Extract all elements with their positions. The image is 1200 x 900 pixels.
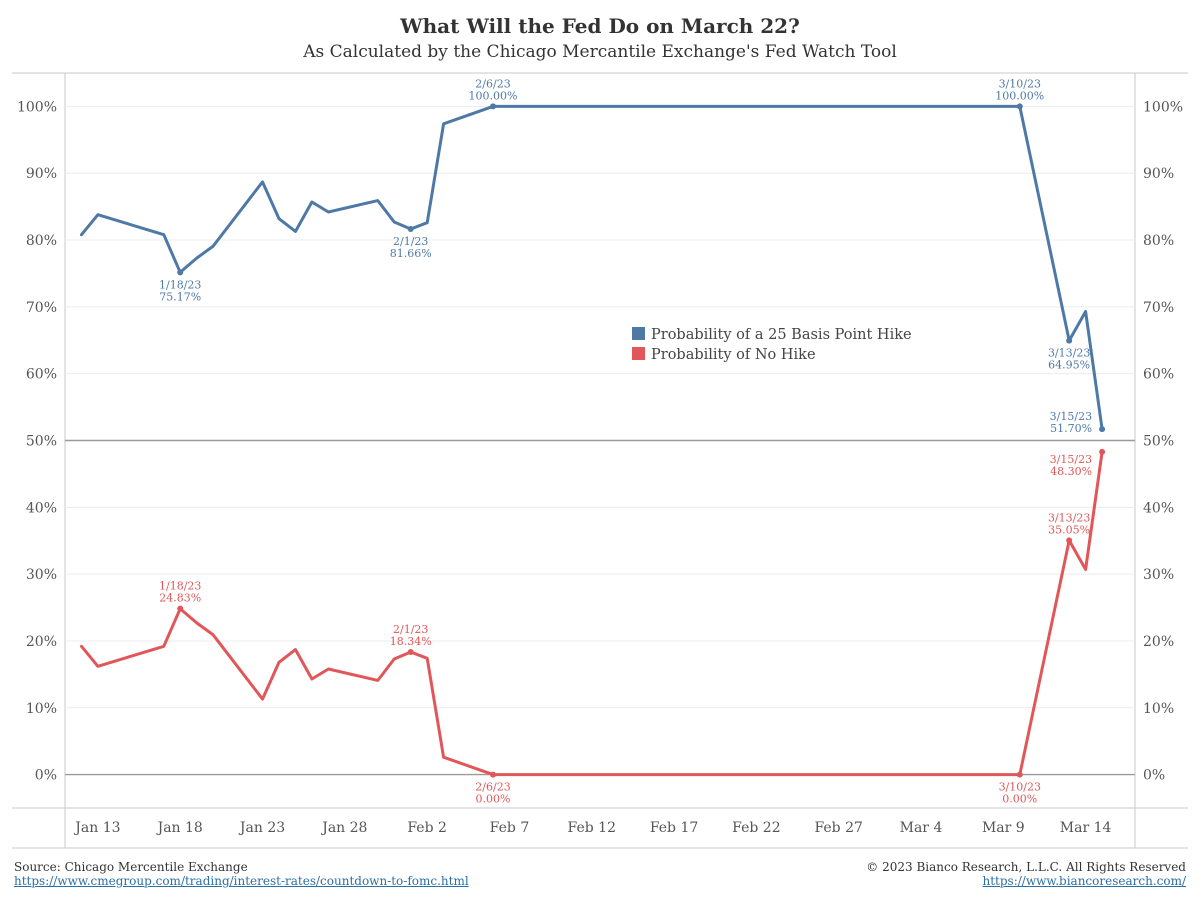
data-label-date: 1/18/23 — [159, 580, 201, 593]
chart-title: What Will the Fed Do on March 22? — [400, 14, 800, 38]
y-tick-label-right: 80% — [1143, 233, 1174, 249]
x-tick-label: Feb 17 — [650, 820, 698, 836]
data-label-value: 35.05% — [1048, 523, 1090, 536]
site-link[interactable]: https://www.biancoresearch.com/ — [982, 874, 1186, 888]
y-tick-label-right: 50% — [1143, 434, 1174, 450]
x-tick-label: Feb 22 — [732, 820, 780, 836]
data-label-date: 3/13/23 — [1048, 511, 1090, 524]
data-label-value: 51.70% — [1050, 422, 1092, 435]
copyright-text: © 2023 Bianco Research, L.L.C. All Right… — [866, 860, 1186, 874]
y-tick-label-left: 80% — [26, 233, 57, 249]
data-label-value: 18.34% — [390, 635, 432, 648]
data-label-date: 2/6/23 — [475, 781, 510, 794]
data-point-marker — [1099, 426, 1106, 433]
data-point-marker — [490, 103, 496, 110]
source-text: Source: Chicago Mercentile Exchange — [14, 860, 248, 874]
data-point-marker — [177, 605, 184, 612]
y-tick-label-left: 40% — [26, 500, 57, 516]
y-tick-label-left: 0% — [35, 768, 57, 784]
legend-label-1: Probability of No Hike — [651, 347, 816, 363]
x-tick-label: Feb 2 — [407, 820, 447, 836]
data-label-value: 0.00% — [476, 793, 511, 806]
data-label-date: 3/10/23 — [999, 781, 1041, 794]
legend-label-0: Probability of a 25 Basis Point Hike — [651, 327, 912, 343]
data-label-value: 100.00% — [469, 89, 518, 102]
x-tick-label: Feb 27 — [814, 820, 862, 836]
data-label-date: 1/18/23 — [159, 278, 201, 291]
data-point-marker — [407, 225, 414, 232]
y-tick-label-right: 0% — [1143, 768, 1165, 784]
y-tick-label-left: 10% — [26, 701, 57, 717]
x-tick-label: Mar 14 — [1060, 820, 1112, 836]
x-tick-label: Jan 28 — [320, 820, 367, 836]
y-tick-label-right: 90% — [1143, 166, 1174, 182]
data-point-marker — [407, 649, 414, 656]
data-label-value: 81.66% — [390, 247, 432, 260]
y-tick-label-left: 50% — [26, 434, 57, 450]
data-label-date: 2/1/23 — [393, 623, 428, 636]
y-tick-label-right: 60% — [1143, 367, 1174, 383]
data-label-date: 3/10/23 — [999, 77, 1041, 90]
y-tick-label-left: 90% — [26, 166, 57, 182]
data-point-marker — [490, 771, 496, 778]
data-label-date: 3/15/23 — [1050, 410, 1092, 423]
source-link[interactable]: https://www.cmegroup.com/trading/interes… — [14, 874, 469, 888]
x-tick-label: Feb 7 — [490, 820, 530, 836]
x-tick-label: Jan 18 — [156, 820, 203, 836]
data-label-value: 100.00% — [995, 89, 1044, 102]
y-tick-label-left: 20% — [26, 634, 57, 650]
data-point-marker — [1099, 448, 1106, 455]
data-point-marker — [177, 269, 184, 276]
chart-subtitle: As Calculated by the Chicago Mercantile … — [303, 42, 897, 62]
x-tick-label: Jan 13 — [73, 820, 120, 836]
series-line-0 — [80, 104, 1104, 431]
y-tick-label-right: 100% — [1143, 99, 1183, 115]
data-label-value: 24.83% — [159, 592, 201, 605]
legend-swatch-1 — [632, 347, 645, 360]
x-tick-label: Mar 9 — [982, 820, 1025, 836]
data-point-marker — [1066, 537, 1073, 544]
data-point-marker — [1016, 103, 1023, 110]
data-point-marker — [1016, 771, 1023, 778]
series-line-1 — [80, 450, 1104, 777]
y-tick-label-left: 60% — [26, 367, 57, 383]
y-tick-label-left: 30% — [26, 567, 57, 583]
y-tick-label-right: 30% — [1143, 567, 1174, 583]
x-tick-label: Feb 12 — [568, 820, 616, 836]
y-tick-label-right: 40% — [1143, 500, 1174, 516]
x-tick-label: Jan 23 — [238, 820, 285, 836]
y-tick-label-right: 20% — [1143, 634, 1174, 650]
data-label-value: 48.30% — [1050, 465, 1092, 478]
y-tick-label-left: 70% — [26, 300, 57, 316]
y-tick-label-right: 10% — [1143, 701, 1174, 717]
data-label-value: 0.00% — [1002, 793, 1037, 806]
y-tick-label-left: 100% — [17, 99, 57, 115]
data-label-date: 2/6/23 — [475, 77, 510, 90]
data-point-marker — [1066, 337, 1073, 344]
legend-swatch-0 — [632, 327, 645, 340]
data-label-date: 3/15/23 — [1050, 453, 1092, 466]
x-tick-label: Mar 4 — [900, 820, 943, 836]
data-label-value: 64.95% — [1048, 359, 1090, 372]
data-label-date: 2/1/23 — [393, 235, 428, 248]
data-label-date: 3/13/23 — [1048, 347, 1090, 360]
data-label-value: 75.17% — [159, 290, 201, 303]
y-tick-label-right: 70% — [1143, 300, 1174, 316]
